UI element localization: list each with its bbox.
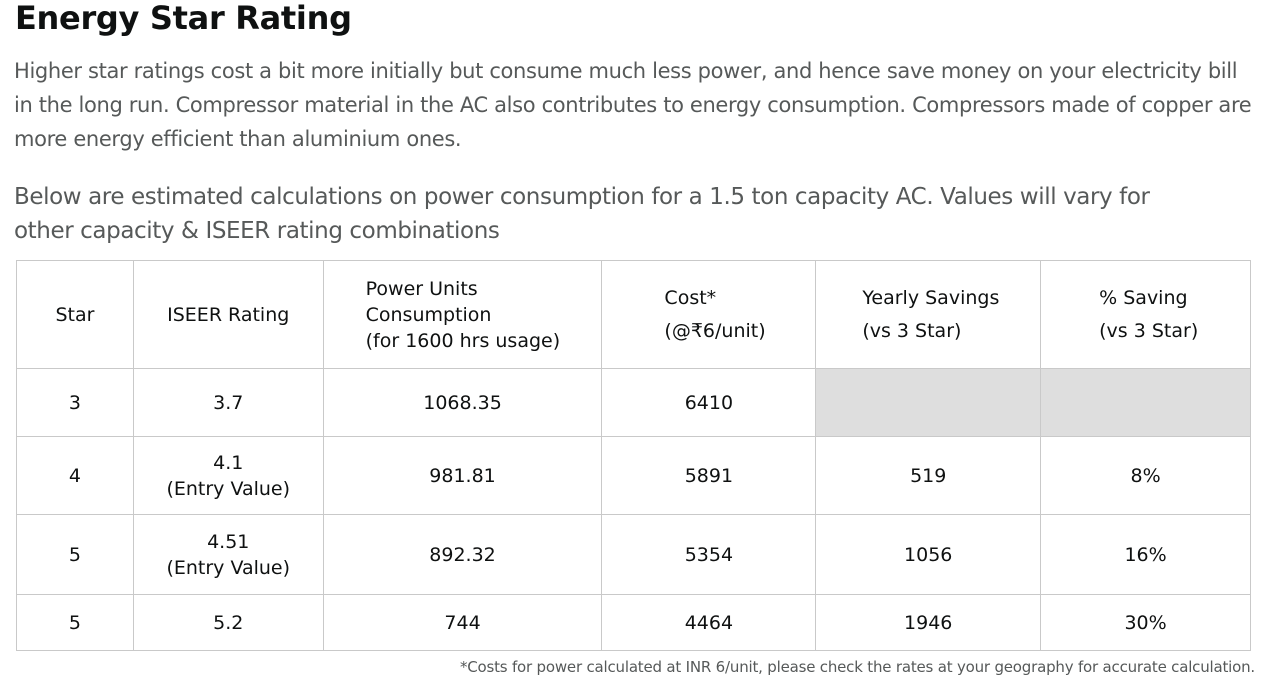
cell-pct: 8% [1040,436,1251,515]
header-percent-saving: % Saving (vs 3 Star) [1040,260,1251,369]
cost-footnote: *Costs for power calculated at INR 6/uni… [459,658,1255,676]
iseer-entry-note: (Entry Value) [166,556,291,579]
header-star: Star [16,260,134,369]
intro-paragraph: Higher star ratings cost a bit more init… [14,59,1252,151]
cell-savings: 1056 [815,514,1042,595]
table-row: 3 3.7 1068.35 6410 [16,368,1251,437]
cell-iseer: 4.51 (Entry Value) [132,514,324,595]
header-yearly-savings: Yearly Savings (vs 3 Star) [815,260,1042,369]
cell-units: 744 [322,594,603,651]
cell-star: 4 [16,436,134,515]
iseer-value: 4.1 [213,451,244,474]
cell-savings-empty [815,368,1042,437]
cell-cost: 5891 [601,436,817,515]
cell-cost: 6410 [601,368,817,437]
cell-cost: 5354 [601,514,817,595]
iseer-entry-note: (Entry Value) [166,477,291,500]
table-row: 5 5.2 744 4464 1946 30% [16,594,1251,651]
cell-iseer: 4.1 (Entry Value) [132,436,324,515]
cell-iseer: 3.7 [132,368,324,437]
iseer-value: 4.51 [207,530,250,553]
cell-savings: 1946 [815,594,1042,651]
energy-rating-table: Star ISEER Rating Power Units Consumptio… [16,260,1251,651]
cell-star: 3 [16,368,134,437]
calculation-note: Below are estimated calculations on powe… [14,184,1150,244]
table-row: 5 4.51 (Entry Value) 892.32 5354 1056 16… [16,514,1251,595]
header-power-units: Power Units Consumption (for 1600 hrs us… [322,260,603,369]
cell-pct: 16% [1040,514,1251,595]
table-row: 4 4.1 (Entry Value) 981.81 5891 519 8% [16,436,1251,515]
cell-units: 1068.35 [322,368,603,437]
table-header-row: Star ISEER Rating Power Units Consumptio… [16,260,1251,369]
cell-star: 5 [16,594,134,651]
page-title: Energy Star Rating [15,0,352,37]
cell-units: 981.81 [322,436,603,515]
cell-savings: 519 [815,436,1042,515]
header-iseer-rating: ISEER Rating [132,260,324,369]
cell-units: 892.32 [322,514,603,595]
cell-cost: 4464 [601,594,817,651]
cell-star: 5 [16,514,134,595]
cell-pct: 30% [1040,594,1251,651]
header-cost: Cost* (@₹6/unit) [601,260,817,369]
cell-iseer: 5.2 [132,594,324,651]
cell-pct-empty [1040,368,1251,437]
